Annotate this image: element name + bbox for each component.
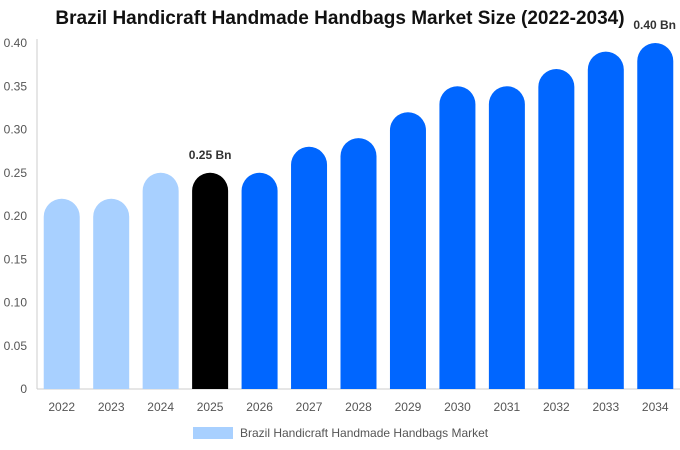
bar-2028 <box>340 138 377 389</box>
data-label: 0.40 Bn <box>633 18 676 32</box>
y-tick-label: 0.05 <box>4 339 28 353</box>
y-tick-label: 0.20 <box>4 209 28 223</box>
bar-2027 <box>291 146 328 389</box>
bar-2023 <box>93 198 130 389</box>
x-tick-label: 2025 <box>197 400 224 414</box>
y-tick-label: 0 <box>20 382 27 396</box>
x-tick-label: 2032 <box>543 400 570 414</box>
bar-2030 <box>439 86 476 389</box>
x-tick-label: 2031 <box>494 400 521 414</box>
y-tick-label: 0.30 <box>4 123 28 137</box>
x-tick-label: 2028 <box>345 400 372 414</box>
y-tick-label: 0.35 <box>4 79 28 93</box>
legend-label: Brazil Handicraft Handmade Handbags Mark… <box>240 426 489 440</box>
bar-2034 <box>637 43 674 389</box>
labels: 0.25 Bn 0.40 Bn <box>189 18 676 162</box>
y-tick-label: 0.10 <box>4 296 28 310</box>
x-tick-label: 2027 <box>296 400 323 414</box>
bar-2022 <box>43 198 80 389</box>
bars: 2022 2023 2024 2025 2026 2027 2028 2029 2030 2031… <box>43 43 674 414</box>
bar-2032 <box>538 68 575 389</box>
x-tick-label: 2033 <box>592 400 619 414</box>
x-tick-label: 2026 <box>246 400 273 414</box>
x-tick-label: 2022 <box>48 400 75 414</box>
y-tick-label: 0.25 <box>4 166 28 180</box>
bar-2024 <box>142 172 179 389</box>
y-tick-label: 0.15 <box>4 252 28 266</box>
x-tick-label: 2029 <box>395 400 422 414</box>
x-tick-label: 2030 <box>444 400 471 414</box>
chart-title: Brazil Handicraft Handmade Handbags Mark… <box>55 8 625 29</box>
legend-swatch <box>193 427 233 439</box>
legend: Brazil Handicraft Handmade Handbags Mark… <box>193 426 488 440</box>
y-tick-label: 0.40 <box>4 36 28 50</box>
x-tick-label: 2024 <box>147 400 174 414</box>
x-tick-label: 2023 <box>98 400 125 414</box>
x-tick-label: 2034 <box>642 400 669 414</box>
bar-2033 <box>587 51 624 390</box>
bar-2025 <box>192 172 229 389</box>
bar-2029 <box>389 112 426 389</box>
bar-2031 <box>488 86 525 389</box>
bar-2026 <box>241 172 278 389</box>
data-label: 0.25 Bn <box>189 148 232 162</box>
